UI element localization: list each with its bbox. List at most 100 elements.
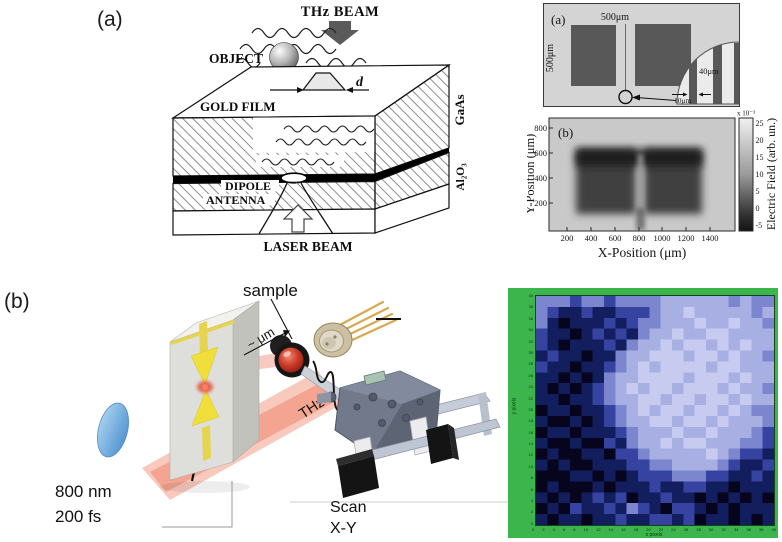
y-tick-label: 24	[528, 384, 533, 390]
svg-text:200: 200	[534, 198, 547, 208]
mask-top-scale: 500μm	[601, 12, 629, 23]
mask-left-scale: 500μm	[545, 44, 556, 72]
bottom-strip	[172, 208, 376, 236]
y-tick-label: 38	[528, 304, 533, 310]
svg-text:600: 600	[534, 148, 547, 158]
mask-inset-stripes	[689, 43, 739, 104]
svg-text:200: 200	[561, 233, 574, 243]
x-tick-label: 32	[721, 527, 726, 532]
sample-lens	[278, 347, 304, 373]
svg-text:5: 5	[756, 187, 760, 196]
x-tick-label: 40	[771, 527, 776, 532]
svg-text:20: 20	[756, 136, 764, 145]
stage-motor-right	[426, 424, 453, 464]
bowtie-antenna-bottom	[191, 389, 220, 427]
detector-leads	[336, 300, 398, 343]
bracket-line	[162, 481, 233, 528]
x-tick-label: 18	[633, 527, 639, 532]
y-axis-label: Y-Position (μm)	[527, 134, 537, 215]
lens-icon	[97, 402, 129, 458]
x-axis-label: X-Position (μm)	[598, 245, 687, 260]
colorbar-exponent: x 10⁻³	[737, 110, 755, 118]
mask-square-right	[635, 24, 691, 86]
y-tick-label: 26	[528, 372, 533, 378]
gaas-label: GaAs	[452, 94, 467, 125]
dipole-label-1: DIPOLE	[225, 179, 271, 193]
x-tick-label: 36	[746, 527, 751, 532]
stage-motor-left	[338, 456, 379, 498]
inset-40um-label: 40μm	[699, 66, 719, 76]
scan-label-line2: X-Y	[330, 520, 357, 537]
x-tick-label: 28	[696, 527, 701, 532]
panel-a-label: (a)	[97, 8, 123, 31]
x-tick-label: 20	[646, 527, 651, 532]
y-tick-label: 0	[530, 520, 533, 526]
laser-arrow-icon	[282, 204, 314, 233]
inset-pointer-arrowhead	[632, 94, 640, 101]
setup-drawing: ~ μm THz	[55, 281, 512, 537]
um-gap-arrow	[243, 331, 288, 356]
y-tick-label: 20	[528, 406, 533, 412]
gap-d-label: d	[356, 75, 364, 90]
green-y-ticks: 0 2 4 6 8 10 12 14 16 18 20 22 24 26 28 30 32 34 36 38 40	[521, 293, 533, 526]
emitter-chip	[160, 300, 260, 493]
x-tick-label: 14	[608, 527, 614, 532]
wavelength-label: 800 nm	[55, 482, 112, 501]
x-tick-label: 10	[583, 527, 589, 532]
x-axis-ticks: 200 400 600 800 1000 1200 1400	[561, 233, 719, 243]
x-tick-label: 30	[708, 527, 714, 532]
panel-b-label: (b)	[4, 290, 30, 313]
surface-bump-icon	[301, 72, 347, 91]
x-tick-label: 4	[552, 527, 555, 532]
x-tick-label: 34	[733, 527, 739, 532]
svg-text:1000: 1000	[654, 233, 671, 243]
svg-text:800: 800	[633, 233, 646, 243]
x-tick-label: 12	[596, 527, 601, 532]
thz-beam-label: THz BEAM	[301, 4, 380, 20]
colorbar-label: Electric Field (arb. un.)	[764, 118, 778, 230]
colorbar-ticks: 25 20 15 10 5 0 -5	[756, 119, 764, 230]
y-tick-label: 2	[530, 509, 533, 515]
axis-tick-marks	[549, 127, 711, 231]
green-x-ticks: 0 2 4 6 8 10 12 14 16 18 20 22 24 26 28 30 32 34 36 38 40	[532, 527, 776, 532]
scan-panel-label: (b)	[558, 125, 573, 140]
pixel-scan-canvas	[535, 295, 775, 526]
inset-10um-label: 10μm	[674, 96, 692, 105]
bowtie-antenna-top	[190, 346, 219, 386]
y-tick-label: 12	[528, 452, 533, 458]
um-gap-arrowhead	[283, 330, 290, 337]
inset-gap-arrows	[672, 92, 711, 97]
mask-gap-circle	[618, 89, 633, 105]
y-tick-label: 16	[528, 429, 533, 435]
svg-text:25: 25	[756, 119, 764, 128]
detector-can	[313, 300, 401, 358]
svg-text:1200: 1200	[678, 233, 695, 243]
y-tick-label: 10	[528, 463, 533, 469]
x-tick-label: 24	[671, 527, 676, 532]
y-axis-ticks: 800 600 400 200	[534, 123, 547, 208]
colorbar	[738, 117, 754, 232]
svg-text:1400: 1400	[702, 233, 719, 243]
x-tick-label: 8	[573, 527, 576, 532]
scan-label-line1: Scan	[330, 499, 366, 516]
bottom-strip-right	[374, 183, 450, 234]
y-tick-label: 6	[530, 486, 533, 492]
y-tick-label: 36	[528, 315, 533, 321]
y-tick-label: 8	[530, 475, 533, 481]
laser-focus-lines	[258, 182, 334, 235]
x-tick-label: 2	[542, 527, 545, 532]
x-tick-label: 22	[658, 527, 664, 532]
y-tick-label: 22	[528, 395, 533, 401]
svg-text:15: 15	[756, 153, 764, 162]
y-tick-label: 4	[530, 498, 533, 504]
dipole-label-2: ANTENNA	[206, 193, 266, 207]
y-tick-label: 28	[528, 361, 533, 367]
antenna-gap-icon	[280, 172, 308, 184]
text-halo	[221, 180, 279, 192]
svg-text:400: 400	[534, 173, 547, 183]
y-tick-label: 14	[528, 441, 533, 447]
y-tick-label: 30	[528, 349, 533, 355]
y-tick-label: 34	[528, 327, 533, 333]
